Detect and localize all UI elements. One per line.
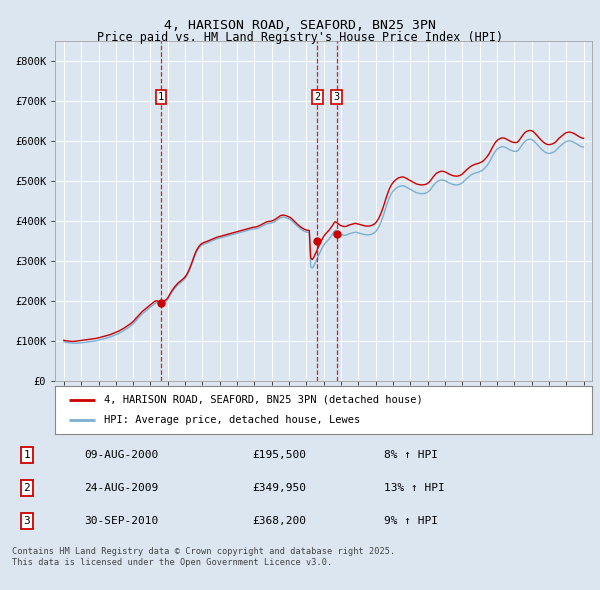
Text: 24-AUG-2009: 24-AUG-2009	[84, 483, 158, 493]
Text: 3: 3	[334, 92, 340, 102]
Text: Contains HM Land Registry data © Crown copyright and database right 2025.
This d: Contains HM Land Registry data © Crown c…	[12, 548, 395, 567]
Text: 2: 2	[314, 92, 320, 102]
Text: £195,500: £195,500	[252, 450, 306, 460]
Text: £349,950: £349,950	[252, 483, 306, 493]
Text: £368,200: £368,200	[252, 516, 306, 526]
Text: 8% ↑ HPI: 8% ↑ HPI	[384, 450, 438, 460]
Text: HPI: Average price, detached house, Lewes: HPI: Average price, detached house, Lewe…	[104, 415, 360, 425]
Text: 09-AUG-2000: 09-AUG-2000	[84, 450, 158, 460]
Text: 3: 3	[23, 516, 31, 526]
Text: 4, HARISON ROAD, SEAFORD, BN25 3PN: 4, HARISON ROAD, SEAFORD, BN25 3PN	[164, 19, 436, 32]
Text: 1: 1	[23, 450, 31, 460]
Text: 4, HARISON ROAD, SEAFORD, BN25 3PN (detached house): 4, HARISON ROAD, SEAFORD, BN25 3PN (deta…	[104, 395, 422, 405]
Text: 2: 2	[23, 483, 31, 493]
Text: 1: 1	[158, 92, 164, 102]
Text: 9% ↑ HPI: 9% ↑ HPI	[384, 516, 438, 526]
Text: 30-SEP-2010: 30-SEP-2010	[84, 516, 158, 526]
Text: Price paid vs. HM Land Registry's House Price Index (HPI): Price paid vs. HM Land Registry's House …	[97, 31, 503, 44]
Text: 13% ↑ HPI: 13% ↑ HPI	[384, 483, 445, 493]
